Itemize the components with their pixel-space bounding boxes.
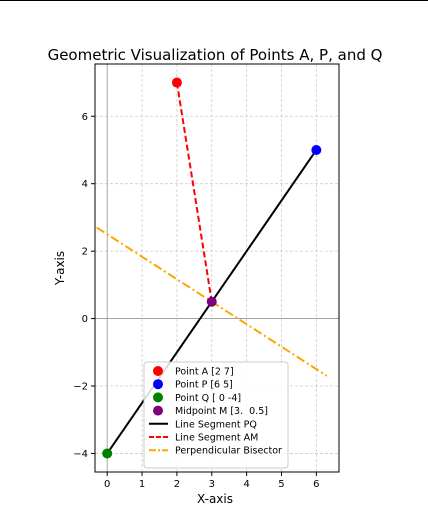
y-tick-label: 6	[82, 112, 88, 123]
x-tick-label: 5	[278, 479, 284, 490]
legend-marker-Q	[153, 392, 163, 403]
plot-area	[94, 63, 340, 473]
legend-box	[143, 361, 289, 469]
point-P	[311, 144, 322, 155]
x-tick-label: 3	[209, 479, 215, 490]
line-AM	[175, 82, 213, 302]
legend-label-AM: Line Segment AM	[175, 433, 258, 444]
legend-marker-A	[153, 366, 163, 376]
legend-label-PQ: Line Segment PQ	[175, 419, 257, 430]
legend-label-bisector: Perpendicular Bisector	[175, 446, 282, 457]
legend-label-Q: Point Q [ 0 -4]	[175, 393, 241, 404]
series-points	[102, 77, 322, 459]
y-tick-label: 4	[82, 179, 88, 190]
x-axis-label: X-axis	[197, 492, 233, 506]
y-tick-label: −2	[73, 382, 88, 393]
x-tick-label: 4	[243, 479, 249, 490]
y-tick-label: −4	[73, 449, 88, 460]
y-tick-label: 0	[82, 314, 88, 325]
axis-ticks: 0 1 2 3 4 5 6 −4 −2 0 2 4 6	[73, 112, 319, 490]
legend: Point A [2 7] Point P [6 5] Point Q [ 0 -4…	[143, 361, 289, 469]
y-axis-label: Y-axis	[53, 251, 67, 286]
legend-label-M: Midpoint M [3. 0.5]	[175, 406, 268, 417]
point-M	[206, 296, 217, 307]
x-tick-label: 6	[313, 479, 319, 490]
legend-label-A: Point A [2 7]	[175, 367, 234, 378]
legend-label-P: Point P [6 5]	[175, 380, 233, 391]
x-tick-label: 2	[174, 479, 180, 490]
point-Q	[102, 448, 113, 459]
chart-title: Geometric Visualization of Points A, P, …	[48, 46, 383, 64]
axis-zero-lines	[95, 64, 339, 472]
x-tick-label: 1	[139, 479, 145, 490]
legend-marker-P	[153, 379, 163, 390]
top-border	[0, 0, 428, 1]
point-A	[171, 77, 182, 88]
legend-marker-M	[153, 405, 163, 416]
x-tick-label: 0	[104, 479, 110, 490]
y-tick-label: 2	[82, 247, 88, 258]
